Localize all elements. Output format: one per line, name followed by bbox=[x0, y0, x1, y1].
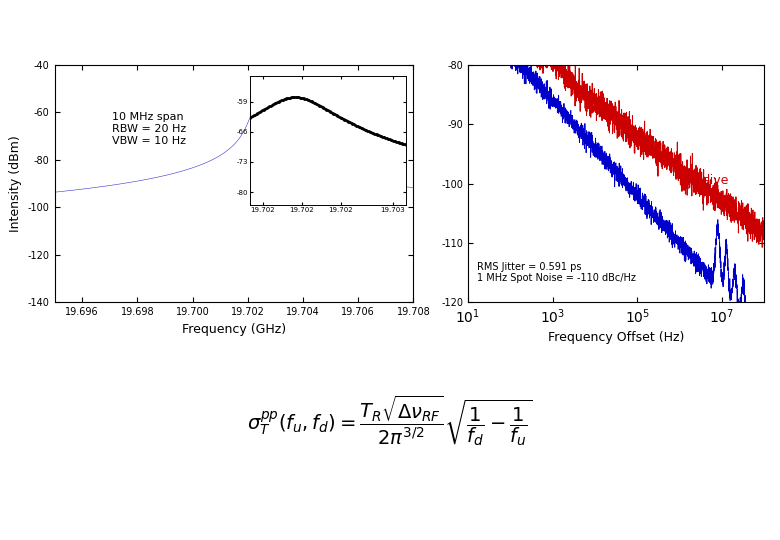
Text: $\sigma_T^{pp}(f_u, f_d) = \dfrac{T_R\sqrt{\Delta\nu_{RF}}}{2\pi^{3/2}} \sqrt{\d: $\sigma_T^{pp}(f_u, f_d) = \dfrac{T_R\sq… bbox=[247, 394, 533, 449]
Text: 10 MHz span
RBW = 20 Hz
VBW = 10 Hz: 10 MHz span RBW = 20 Hz VBW = 10 Hz bbox=[112, 112, 186, 145]
Text: RMS Jitter = 0.591 ps
1 MHz Spot Noise = -110 dBc/Hz: RMS Jitter = 0.591 ps 1 MHz Spot Noise =… bbox=[477, 262, 636, 284]
Y-axis label: Intensity (dBm): Intensity (dBm) bbox=[9, 135, 22, 232]
Text: Linewidth and phase noise reductions: Linewidth and phase noise reductions bbox=[122, 15, 658, 39]
X-axis label: Frequency (GHz): Frequency (GHz) bbox=[182, 323, 286, 336]
Text: Passive: Passive bbox=[682, 173, 729, 187]
Text: Δν = 427 Hz: Δν = 427 Hz bbox=[270, 182, 356, 196]
X-axis label: Frequency Offset (Hz): Frequency Offset (Hz) bbox=[548, 332, 684, 345]
